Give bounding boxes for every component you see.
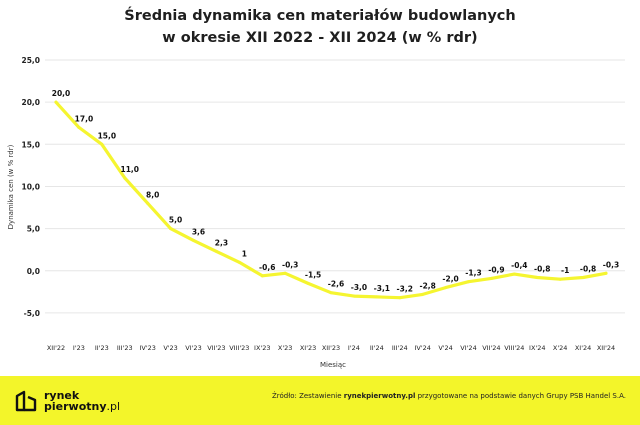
x-tick-label: X'24 xyxy=(553,344,568,352)
data-point xyxy=(77,125,81,129)
data-point xyxy=(489,276,493,280)
y-tick-label: 5,0 xyxy=(27,225,40,234)
data-label: 17,0 xyxy=(75,114,94,123)
data-point xyxy=(398,296,402,300)
data-label: -0,8 xyxy=(580,265,596,274)
x-tick-label: II'24 xyxy=(370,344,384,352)
data-point xyxy=(169,227,173,231)
data-label: -0,9 xyxy=(488,265,504,274)
logo-text-suffix: .pl xyxy=(106,400,121,413)
y-tick-label: 0,0 xyxy=(27,267,40,276)
data-label: 1 xyxy=(242,249,247,258)
x-tick-label: VI'24 xyxy=(460,344,476,352)
x-tick-label: VIII'24 xyxy=(504,344,524,352)
data-point xyxy=(283,271,287,275)
data-point xyxy=(604,271,608,275)
data-label: -1,3 xyxy=(465,269,481,278)
source-link[interactable]: rynekpierwotny.pl xyxy=(343,392,416,400)
y-tick-label: -5,0 xyxy=(24,309,40,318)
x-tick-label: XI'23 xyxy=(300,344,316,352)
y-tick-label: 10,0 xyxy=(21,182,40,191)
data-point xyxy=(214,249,218,253)
data-label: -1 xyxy=(561,266,569,275)
data-label: -2,6 xyxy=(328,280,344,289)
x-tick-label: I'23 xyxy=(73,344,85,352)
x-tick-label: V'24 xyxy=(438,344,453,352)
x-tick-label: XII'23 xyxy=(322,344,340,352)
data-label: -3,2 xyxy=(397,285,413,294)
data-point xyxy=(581,276,585,280)
x-tick-label: XI'24 xyxy=(575,344,591,352)
data-point xyxy=(467,280,470,284)
x-tick-label: XII'24 xyxy=(597,344,615,352)
data-label: 5,0 xyxy=(169,216,182,225)
data-label: 3,6 xyxy=(192,227,205,236)
x-tick-label: IX'23 xyxy=(254,344,270,352)
data-label: -0,8 xyxy=(534,265,550,274)
chart-title-line1: Średnia dynamika cen materiałów budowlan… xyxy=(124,8,516,24)
data-point xyxy=(421,292,425,296)
y-tick-label: 15,0 xyxy=(21,140,40,149)
data-label: 11,0 xyxy=(120,165,139,174)
logo-text-line1: rynek xyxy=(44,389,80,402)
data-point xyxy=(192,238,195,242)
x-tick-label: IX'24 xyxy=(529,344,545,352)
data-point xyxy=(237,260,241,264)
x-tick-label: II'23 xyxy=(95,344,109,352)
data-point xyxy=(352,294,356,298)
x-tick-label: V'23 xyxy=(163,344,178,352)
source-prefix: Źródło: Zestawienie xyxy=(271,392,344,400)
data-point xyxy=(558,277,562,281)
data-label: 20,0 xyxy=(52,89,71,98)
x-tick-label: VIII'23 xyxy=(229,344,249,352)
data-point xyxy=(260,274,264,278)
data-point xyxy=(306,281,310,285)
x-tick-label: VII'23 xyxy=(207,344,225,352)
x-tick-label: X'23 xyxy=(278,344,293,352)
y-tick-label: 25,0 xyxy=(21,56,40,65)
data-point xyxy=(535,276,539,280)
data-label: 8,0 xyxy=(146,190,159,199)
data-label: -0,3 xyxy=(282,260,298,269)
logo-icon xyxy=(15,390,37,412)
x-tick-label: I'24 xyxy=(348,344,360,352)
data-point xyxy=(444,286,448,290)
data-label: -3,0 xyxy=(351,283,367,292)
data-label: -2,8 xyxy=(419,281,435,290)
chart-title-line2: w okresie XII 2022 - XII 2024 (w % rdr) xyxy=(162,30,478,46)
x-tick-label: IV'23 xyxy=(139,344,155,352)
data-point xyxy=(54,100,58,104)
data-point xyxy=(512,272,516,276)
data-point xyxy=(329,291,333,295)
x-axis-title: Miesiąc xyxy=(320,361,346,369)
x-tick-label: XII'22 xyxy=(47,344,65,352)
source-suffix: przygotowane na podstawie danych Grupy P… xyxy=(415,392,626,400)
data-label: 15,0 xyxy=(98,131,117,140)
data-point xyxy=(100,142,104,146)
data-point xyxy=(123,176,127,180)
x-tick-label: VII'24 xyxy=(482,344,500,352)
x-tick-label: VI'23 xyxy=(185,344,201,352)
data-label: -0,6 xyxy=(259,263,275,272)
data-label: -0,4 xyxy=(511,261,527,270)
data-point xyxy=(375,295,379,299)
logo-text-line2: pierwotny xyxy=(44,400,107,413)
y-axis-title: Dynamika cen (w % rdr) xyxy=(7,144,15,229)
data-label: -3,1 xyxy=(374,284,390,293)
rynekpierwotny-logo[interactable]: rynek pierwotny.pl xyxy=(14,388,120,414)
data-label: -2,0 xyxy=(442,275,458,284)
footer-bar: rynek pierwotny.pl Źródło: Zestawienie r… xyxy=(0,376,640,425)
x-tick-label: IV'24 xyxy=(414,344,430,352)
y-tick-label: 20,0 xyxy=(21,98,40,107)
data-label: 2,3 xyxy=(215,238,228,247)
data-label: -0,3 xyxy=(603,260,619,269)
source-note: Źródło: Zestawienie rynekpierwotny.pl pr… xyxy=(272,392,626,400)
x-tick-label: III'24 xyxy=(392,344,408,352)
x-tick-label: III'23 xyxy=(117,344,133,352)
data-label: -1,5 xyxy=(305,270,321,279)
data-point xyxy=(146,201,150,205)
